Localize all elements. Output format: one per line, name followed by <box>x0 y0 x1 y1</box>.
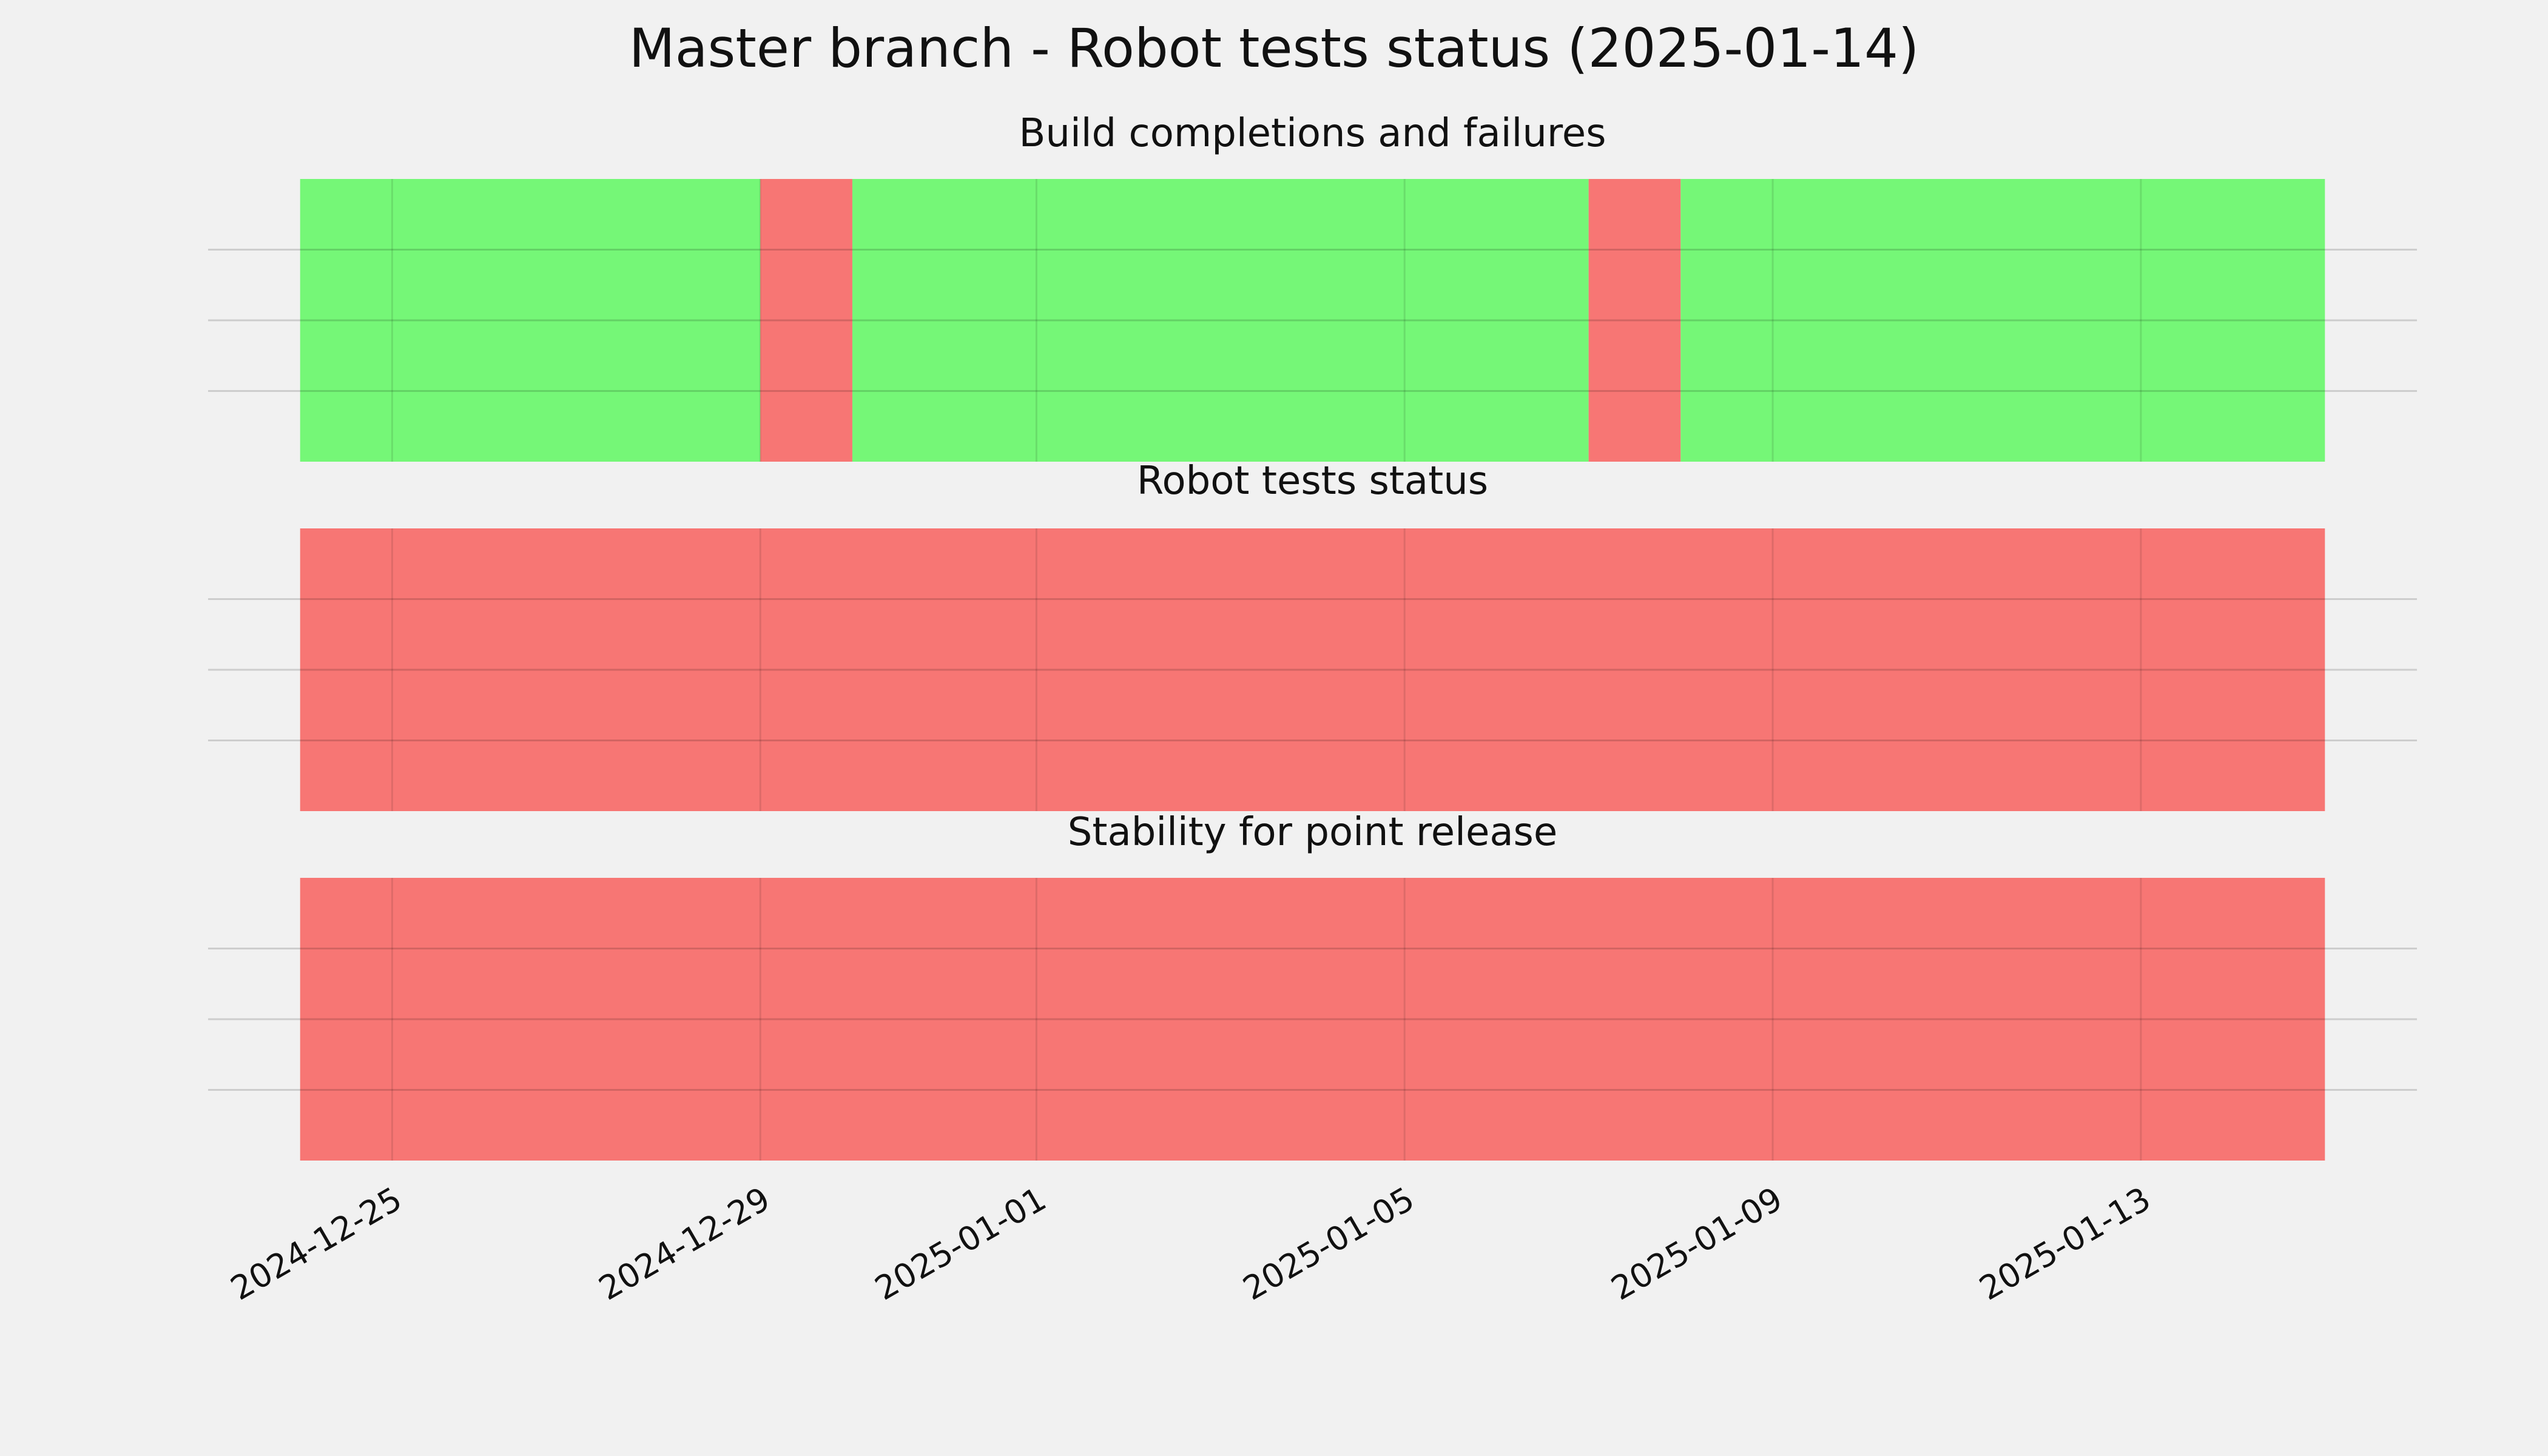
status-segment <box>300 528 2325 811</box>
status-segment <box>1588 179 1681 462</box>
status-segment <box>1680 179 2325 462</box>
status-segment <box>300 878 2325 1161</box>
status-segment <box>852 179 1589 462</box>
chart-title: Master branch - Robot tests status (2025… <box>629 17 1919 79</box>
panel-title: Robot tests status <box>1137 459 1488 504</box>
panel-title: Build completions and failures <box>1019 111 1606 156</box>
panel-title: Stability for point release <box>1068 810 1558 855</box>
status-segment <box>300 179 761 462</box>
status-segment <box>760 179 852 462</box>
